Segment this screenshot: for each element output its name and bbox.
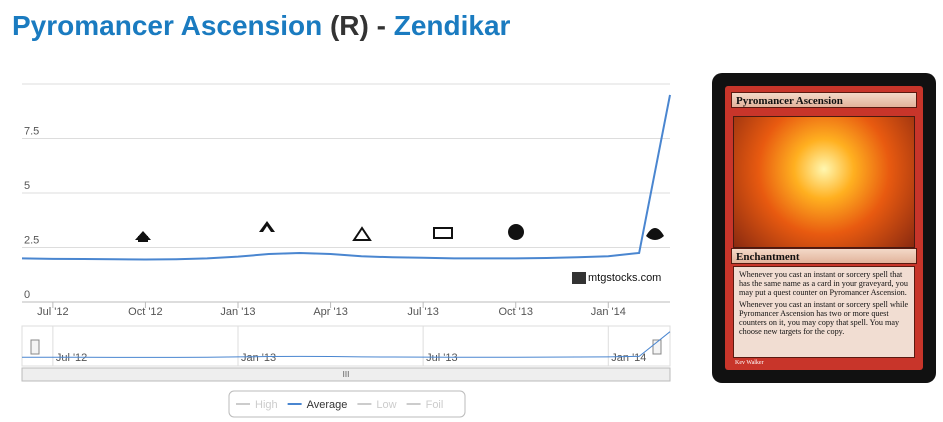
card-frame: Pyromancer Ascension Enchantment Wheneve… [725, 86, 923, 370]
watermark: mtgstocks.com [588, 272, 661, 284]
card-type: Enchantment [731, 248, 917, 264]
set-name[interactable]: Zendikar [393, 10, 511, 41]
card-name[interactable]: Pyromancer Ascension [12, 10, 323, 41]
card-title: Pyromancer Ascension [731, 92, 917, 108]
price-line [21, 94, 671, 261]
x-tick-label: Apr '13 [313, 306, 348, 318]
set-icon [508, 224, 524, 240]
card-rules: Whenever you cast an instant or sorcery … [733, 266, 915, 358]
navigator-handle[interactable] [30, 339, 40, 355]
legend-entry[interactable]: Average [307, 399, 348, 411]
navigator-tick-label: Jan '13 [241, 352, 276, 364]
x-tick-label: Jul '13 [407, 306, 438, 318]
rules-text: Whenever you cast an instant or sorcery … [739, 300, 909, 336]
separator: - [376, 10, 386, 41]
y-tick-label: 7.5 [24, 125, 39, 137]
set-icon [352, 226, 372, 241]
navigator-line [21, 331, 671, 358]
x-tick-label: Jul '12 [37, 306, 68, 318]
x-tick-label: Oct '12 [128, 306, 163, 318]
navigator-handle[interactable] [652, 339, 662, 355]
rules-text: Whenever you cast an instant or sorcery … [739, 270, 908, 297]
y-tick-label: 2.5 [24, 234, 39, 246]
legend-entry[interactable]: High [255, 399, 278, 411]
y-tick-label: 5 [24, 180, 30, 192]
x-tick-label: Jan '13 [220, 306, 255, 318]
chart: mtgstocks.com III 0 2.5 5 7.5 Jul '12 Oct '12… [21, 83, 671, 418]
y-tick-label: 0 [24, 289, 30, 301]
set-icons [135, 221, 664, 242]
x-tick-label: Oct '13 [498, 306, 533, 318]
navigator-tick-label: Jul '12 [56, 352, 87, 364]
page-title: Pyromancer Ascension (R) - Zendikar [12, 10, 510, 42]
scrollbar[interactable] [21, 367, 671, 382]
card-artist: Kev Walker [735, 360, 764, 366]
navigator-tick-label: Jan '14 [611, 352, 646, 364]
navigator-tick-label: Jul '13 [426, 352, 457, 364]
rarity: (R) [329, 10, 369, 41]
card-art [733, 116, 915, 248]
set-icon [135, 231, 151, 242]
legend [228, 390, 466, 418]
legend-entry[interactable]: Low [376, 399, 396, 411]
legend-entry[interactable]: Foil [426, 399, 444, 411]
watermark-logo [572, 272, 586, 284]
set-icon [433, 227, 453, 239]
navigator [21, 325, 671, 367]
set-icon [646, 228, 664, 240]
x-tick-label: Jan '14 [591, 306, 626, 318]
set-icon [259, 221, 275, 232]
card-image: Pyromancer Ascension Enchantment Wheneve… [712, 73, 936, 383]
scrollbar-grip[interactable]: III [343, 370, 350, 379]
